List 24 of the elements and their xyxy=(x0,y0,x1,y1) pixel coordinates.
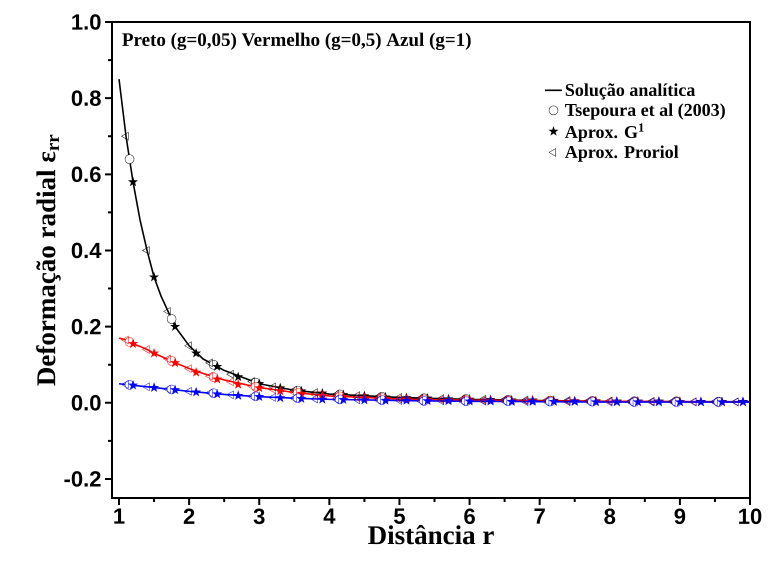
x-axis-title: Distância r xyxy=(368,525,494,544)
x-tick-label: 4 xyxy=(324,508,336,524)
legend-label: Solução analítica xyxy=(566,83,696,100)
x-tick-label: 1 xyxy=(114,508,125,524)
x-tick-label: 6 xyxy=(464,508,475,524)
x-tick-label: 3 xyxy=(254,508,265,524)
legend-label: Aprox. G$^{1}$ xyxy=(565,123,644,142)
y-tick-label: 0.0 xyxy=(72,395,101,411)
x-tick-label: 9 xyxy=(674,508,686,524)
legend-label: Aprox. Proriol xyxy=(565,145,678,162)
y-tick-label: -0.2 xyxy=(64,471,101,487)
x-tick-label: 10 xyxy=(739,508,762,524)
annotation: Preto (g=0,05) Vermelho (g=0,5) Azul (g=1) xyxy=(122,32,471,50)
y-tick-label: 0.2 xyxy=(72,318,101,334)
x-tick-label: 7 xyxy=(534,508,545,524)
legend-label: Tsepoura et al (2003) xyxy=(565,103,725,120)
x-tick-label: 8 xyxy=(604,508,616,524)
y-tick-label: 0.6 xyxy=(72,166,101,182)
y-axis-title: Deformação radial ε$_{rr}$ xyxy=(36,134,61,386)
x-tick-label: 5 xyxy=(394,508,405,524)
y-tick-label: 0.8 xyxy=(72,90,101,106)
y-tick-label: 1.0 xyxy=(72,14,101,30)
x-tick-label: 2 xyxy=(184,508,194,524)
y-tick-label: 0.4 xyxy=(72,242,102,258)
